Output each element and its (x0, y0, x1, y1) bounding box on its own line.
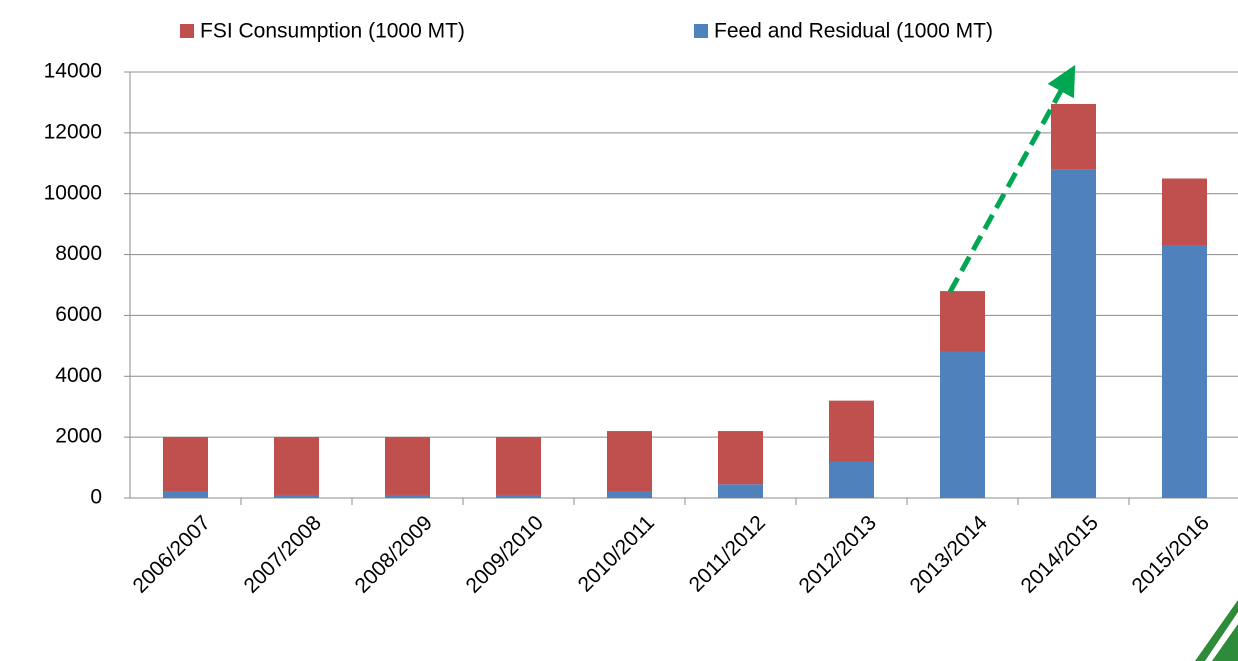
bar-segment (718, 484, 763, 498)
x-tick-label: 2006/2007 (128, 511, 214, 597)
trend-arrow (947, 64, 1076, 294)
bar-segment (274, 494, 319, 498)
x-tick-label: 2007/2008 (239, 511, 325, 597)
logo-stripe (1195, 600, 1238, 661)
bar-segment (1051, 169, 1096, 498)
legend-swatch (180, 24, 194, 38)
x-tick-label: 2014/2015 (1016, 511, 1102, 597)
x-tick-label: 2010/2011 (574, 511, 659, 596)
x-tick-label: 2012/2013 (794, 511, 880, 597)
bar-segment (940, 291, 985, 352)
y-tick-label: 0 (90, 486, 102, 509)
bar-segment (1162, 245, 1207, 498)
y-tick-label: 8000 (55, 242, 102, 265)
plot-area: 0 2000 4000 6000 8000 10000 12000 14000 FSI Cons… (44, 20, 1238, 598)
logo-corner (1212, 624, 1238, 661)
bar-segment (496, 437, 541, 495)
y-tick-label: 10000 (44, 181, 102, 204)
legend-swatch (694, 24, 708, 38)
y-tick-label: 12000 (44, 120, 102, 143)
bar-segment (385, 494, 430, 498)
x-tick-label: 2011/2012 (685, 511, 770, 596)
x-tick-label: 2009/2010 (461, 511, 547, 597)
bar-segment (274, 437, 319, 495)
y-tick-label: 2000 (55, 425, 102, 448)
y-tick-label: 14000 (44, 60, 102, 83)
y-tick-label: 4000 (55, 364, 102, 387)
bar-segment (496, 494, 541, 498)
legend-label: Feed and Residual (1000 MT) (714, 20, 993, 43)
bar-segment (1162, 178, 1207, 246)
bar-segment (385, 437, 430, 495)
bar-segment (718, 431, 763, 485)
bar-segment (829, 400, 874, 462)
bar-segment (829, 461, 874, 498)
legend-label: FSI Consumption (1000 MT) (200, 20, 465, 43)
bar-segment (607, 431, 652, 492)
bar-segment (163, 437, 208, 492)
bar-segment (1051, 103, 1096, 170)
y-tick-label: 6000 (55, 303, 102, 326)
x-tick-label: 2008/2009 (350, 511, 436, 597)
bar-segment (607, 491, 652, 498)
bar-segment (940, 351, 985, 498)
bar-segment (163, 491, 208, 498)
x-tick-label: 2013/2014 (905, 511, 992, 598)
x-tick-label: 2015/2016 (1127, 511, 1213, 597)
